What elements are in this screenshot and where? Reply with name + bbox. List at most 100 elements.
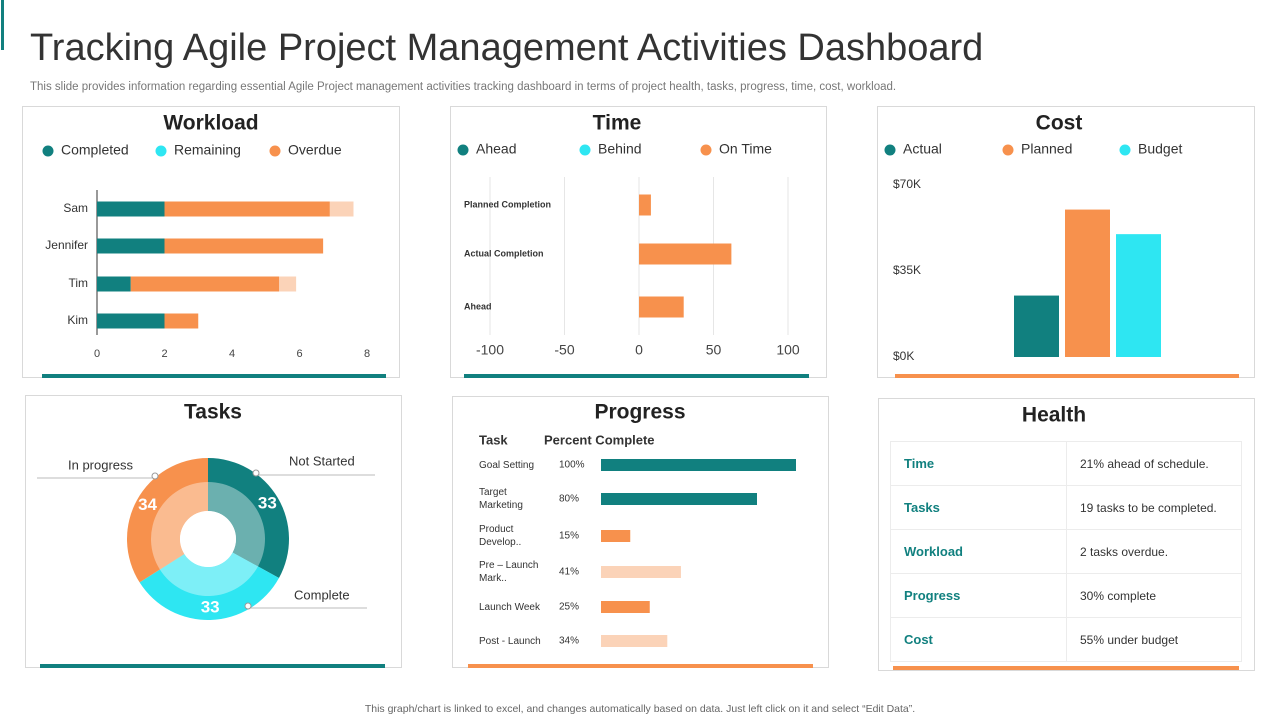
y-tick-label: $0K (893, 349, 914, 363)
health-status: 2 tasks overdue. (1066, 529, 1242, 574)
y-tick-label: $35K (893, 263, 921, 277)
health-row: Time 21% ahead of schedule. (890, 441, 1242, 486)
category-label-box: Goal Setting (479, 459, 535, 471)
footer-note: This graph/chart is linked to excel, and… (365, 703, 915, 715)
donut-slice (127, 458, 208, 583)
bar (130, 276, 280, 292)
legend-label: Ahead (476, 141, 516, 157)
panel-accent (40, 664, 385, 668)
category-label: Jennifer (45, 238, 88, 252)
health-title: Health (1022, 404, 1086, 427)
category-label: Target Marketing (479, 487, 523, 511)
legend-swatch (269, 145, 281, 157)
category-label: Launch Week (479, 601, 540, 613)
category-label: Goal Setting (479, 459, 535, 471)
value-label: 33 (258, 493, 277, 512)
health-metric: Workload (890, 529, 1067, 574)
panel-accent (464, 374, 809, 378)
legend-label: Budget (1138, 141, 1182, 157)
health-status: 19 tasks to be completed. (1066, 485, 1242, 530)
legend-label: Actual (903, 141, 942, 157)
donut-slice-inner-shade (208, 482, 266, 567)
bar (164, 313, 199, 329)
category-label: Not Started (289, 453, 355, 468)
page-title: Tracking Agile Project Management Activi… (30, 27, 983, 69)
value-label: 34 (138, 495, 157, 514)
category-label: Product Develop.. (479, 524, 522, 548)
panel-accent (468, 664, 813, 668)
category-label-box: Launch Week (479, 601, 540, 613)
leader-dot (151, 472, 159, 480)
x-tick-label: -100 (476, 342, 504, 358)
health-metric: Cost (890, 617, 1067, 662)
value-label: 100% (559, 460, 585, 471)
bar (601, 566, 681, 578)
x-tick-label: 50 (706, 342, 722, 358)
panel-accent (42, 374, 386, 378)
legend-label: Behind (598, 141, 642, 157)
health-status: 55% under budget (1066, 617, 1242, 662)
bar (279, 276, 297, 292)
x-tick-label: 100 (776, 342, 800, 358)
health-status: 21% ahead of schedule. (1066, 441, 1242, 486)
x-tick-label: 8 (364, 348, 370, 360)
value-label: 15% (559, 531, 579, 542)
category-label: Post - Launch (479, 635, 541, 647)
legend-label: Overdue (288, 142, 342, 158)
chart-title: Cost (1036, 112, 1083, 135)
health-status: 30% complete (1066, 573, 1242, 618)
bar (97, 201, 165, 217)
bar (97, 276, 131, 292)
legend-swatch (579, 144, 591, 156)
donut-hole (180, 511, 236, 567)
legend-label: Planned (1021, 141, 1072, 157)
chart-title: Time (593, 112, 642, 135)
donut-slice (139, 552, 279, 621)
x-tick-label: -50 (554, 342, 574, 358)
x-tick-label: 4 (229, 348, 235, 360)
bar (601, 493, 757, 505)
category-label: Kim (67, 313, 88, 327)
category-label-box: Pre – Launch Mark.. (479, 560, 539, 584)
donut-slice (208, 458, 289, 579)
x-tick-label: 2 (161, 348, 167, 360)
legend-swatch (884, 144, 896, 156)
bar (601, 601, 650, 613)
legend-label: Completed (61, 142, 129, 158)
x-tick-label: 0 (94, 348, 100, 360)
bar (639, 243, 732, 265)
category-label: Complete (294, 587, 350, 602)
category-label: Ahead (464, 301, 492, 311)
health-metric: Tasks (890, 485, 1067, 530)
health-table: Time 21% ahead of schedule. Tasks 19 tasks … (890, 441, 1242, 662)
health-row: Workload 2 tasks overdue. (890, 529, 1242, 574)
health-metric: Progress (890, 573, 1067, 618)
leader-dot (244, 602, 252, 610)
donut-slice-inner-shade (151, 482, 208, 570)
bar (639, 296, 684, 318)
bar (601, 530, 631, 542)
legend-swatch (457, 144, 469, 156)
health-metric: Time (890, 441, 1067, 486)
category-label: Actual Completion (464, 248, 544, 258)
chart-title: Progress (594, 401, 685, 424)
chart-title: Tasks (184, 401, 242, 424)
value-label: 41% (559, 567, 579, 578)
x-tick-label: 0 (635, 342, 643, 358)
legend-swatch (155, 145, 167, 157)
bar (1116, 234, 1161, 357)
y-tick-label: $70K (893, 177, 921, 191)
leader-dot (252, 469, 260, 477)
category-label: Tim (68, 276, 88, 290)
legend-swatch (1119, 144, 1131, 156)
legend-swatch (42, 145, 54, 157)
value-label: 34% (559, 636, 579, 647)
column-header: Task (479, 432, 508, 447)
category-label-box: Product Develop.. (479, 524, 522, 548)
column-header: Percent Complete (544, 432, 655, 447)
x-tick-label: 6 (296, 348, 302, 360)
legend-label: On Time (719, 141, 772, 157)
bar (164, 201, 330, 217)
category-label: In progress (68, 457, 134, 472)
health-row: Progress 30% complete (890, 573, 1242, 618)
